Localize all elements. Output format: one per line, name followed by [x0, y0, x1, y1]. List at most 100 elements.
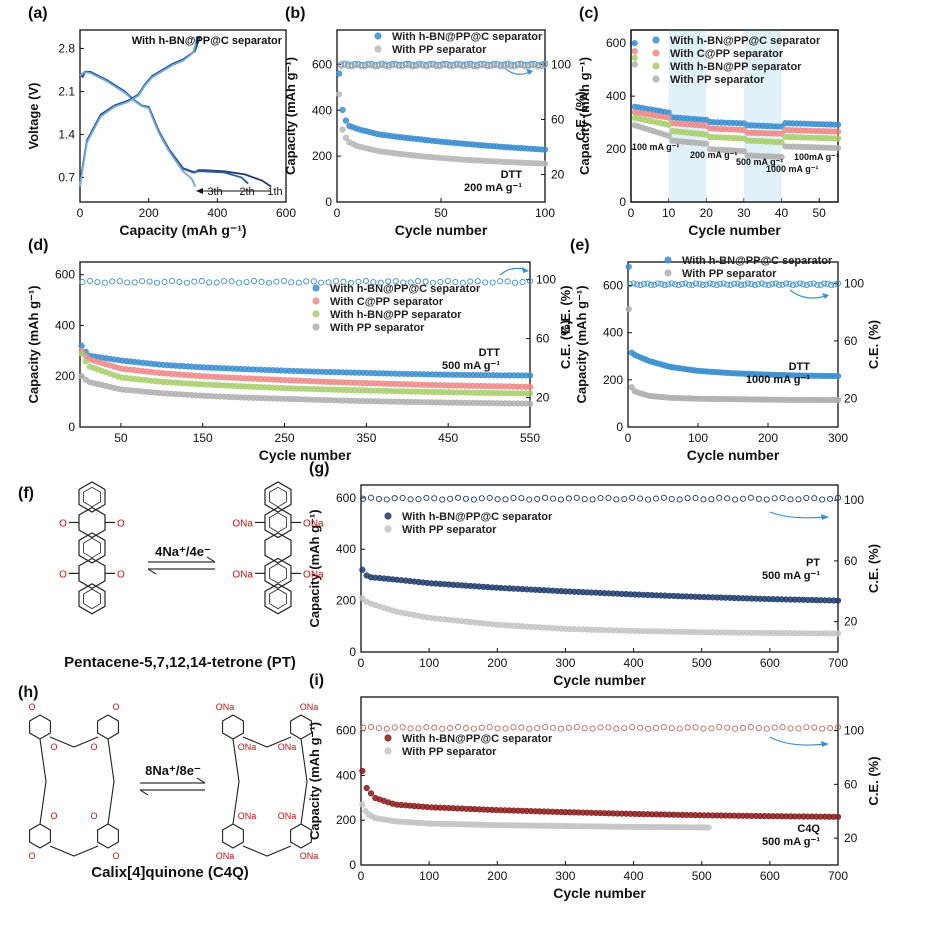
c4q-outer-oxygen: ONa — [300, 702, 319, 712]
c4q-inner-oxygen: ONa — [238, 742, 257, 752]
ce-point-e — [741, 281, 748, 288]
panel-a-voltage-profile: 0 200 400 600 0.7 1.4 2.1 2.8 Capacity (mAh g⁻¹)… — [26, 5, 296, 238]
x-tick-label-g: 300 — [555, 656, 575, 670]
c4q-molecule-left: O O O O O O O O — [28, 702, 119, 861]
ce-point-d — [392, 278, 399, 285]
ce-point-i — [526, 725, 533, 732]
c4q-outer-oxygen: ONa — [300, 851, 319, 861]
ce-point-b — [375, 62, 382, 69]
ce-point-b — [344, 62, 352, 70]
ce-point-e — [793, 281, 800, 288]
x-tick-label-a: 200 — [139, 206, 159, 220]
y-axis-title-b: Capacity (mAh g⁻¹) — [283, 57, 298, 175]
ce-axis-arrow-g-head — [821, 514, 829, 520]
ce-point-b — [507, 62, 515, 69]
ce-point-b — [484, 63, 491, 70]
ce-point-b — [531, 62, 538, 69]
condition-annotation-d: DTT — [479, 347, 501, 359]
y-tick-label-i: 200 — [336, 813, 356, 827]
ce-point-d — [497, 278, 504, 285]
ce-point-e — [765, 281, 772, 289]
c4q-ring — [222, 714, 244, 740]
pt-molecule-left: O O O O — [59, 481, 125, 615]
capacity-point-c — [703, 140, 710, 147]
condition-annotation-g: PT — [806, 557, 820, 569]
ce-point-b — [518, 62, 525, 69]
legend-entry-g: With PP separator — [402, 524, 497, 536]
y-tick-label-c: 0 — [619, 195, 626, 209]
legend-entry-c: With C@PP separator — [670, 48, 784, 60]
ce-point-e — [769, 280, 776, 287]
voltage-curve-3th-discharge — [79, 71, 197, 187]
ce-point-d — [198, 278, 205, 285]
legend-entry-e: With h-BN@PP@C separator — [682, 255, 833, 267]
ce-point-d — [474, 278, 481, 285]
rate-band-c — [743, 30, 782, 202]
ce-point-d — [347, 279, 355, 286]
ce-point-b — [382, 62, 389, 69]
ce-point-d — [355, 278, 362, 285]
c4q-outer-oxygen: ONa — [216, 702, 235, 712]
y-tick-label-a: 2.8 — [58, 41, 75, 55]
y2-tick-label-d: 100 — [536, 273, 556, 287]
ce-point-i — [502, 725, 509, 732]
ce-point-e — [647, 281, 654, 288]
ce-point-g — [462, 495, 470, 502]
ce-point-i — [732, 725, 739, 732]
ce-point-g — [526, 496, 533, 503]
ce-point-g — [803, 494, 810, 501]
ce-point-d — [415, 278, 422, 285]
c4q-inner-oxygen: O — [50, 742, 57, 752]
ce-point-e — [803, 282, 810, 289]
pt-ring — [264, 481, 292, 513]
ce-point-g — [454, 494, 462, 501]
ce-point-g — [494, 496, 501, 503]
ce-point-b — [521, 63, 528, 70]
x-tick-label-c: 30 — [737, 206, 751, 220]
ce-point-g — [629, 494, 636, 501]
y-tick-label-a: 0.7 — [58, 170, 75, 184]
ce-point-e — [633, 281, 641, 288]
ce-point-b — [429, 61, 436, 69]
pt-ring-inner — [269, 588, 287, 610]
capacity-point-g — [834, 597, 842, 604]
ce-axis-arrow-g — [769, 511, 827, 519]
c4q-bridge — [107, 738, 115, 825]
ce-point-d — [504, 278, 511, 285]
capacity-point-c — [740, 148, 748, 155]
y2-tick-label-e: 20 — [844, 391, 858, 405]
y-axis-title-extra-e: C.E. (%) — [558, 285, 573, 334]
pt-o-label: O — [59, 569, 67, 580]
ce-point-d — [340, 278, 347, 285]
ce-point-d — [124, 279, 131, 286]
ce-point-g — [359, 495, 367, 502]
panel-b-cycling-200: 0 50 100 0 200 400 600 20 60 100 C.E. (%) Cycle num… — [283, 5, 588, 238]
ce-point-d — [526, 277, 534, 285]
ce-point-d — [377, 279, 384, 286]
ce-point-g — [534, 495, 541, 502]
voltage-curve-1th-discharge — [79, 70, 272, 188]
legend-marker-b — [374, 32, 382, 40]
capacity-point-d — [526, 372, 534, 379]
ce-point-b — [395, 63, 402, 70]
y-tick-label-d: 400 — [55, 318, 75, 332]
ce-point-g — [486, 494, 493, 501]
ce-point-b — [480, 62, 487, 69]
voltage-curve-1th-charge — [79, 35, 202, 187]
legend-marker-g — [384, 525, 392, 533]
x-axis-title-g: Cycle number — [553, 672, 646, 688]
panel-label-i: (i) — [309, 672, 324, 689]
legend-entry-d: With C@PP separator — [330, 296, 444, 308]
ce-point-e — [682, 280, 689, 287]
ce-point-g — [652, 495, 659, 502]
ce-point-i — [708, 725, 715, 732]
pt-ring — [78, 506, 106, 539]
legend-entry-b: With PP separator — [392, 44, 487, 56]
x-tick-label-i: 100 — [419, 869, 439, 883]
pt-ring — [78, 583, 106, 615]
ce-point-d — [250, 277, 258, 285]
ce-point-g — [684, 495, 691, 502]
ce-point-b — [423, 63, 430, 70]
